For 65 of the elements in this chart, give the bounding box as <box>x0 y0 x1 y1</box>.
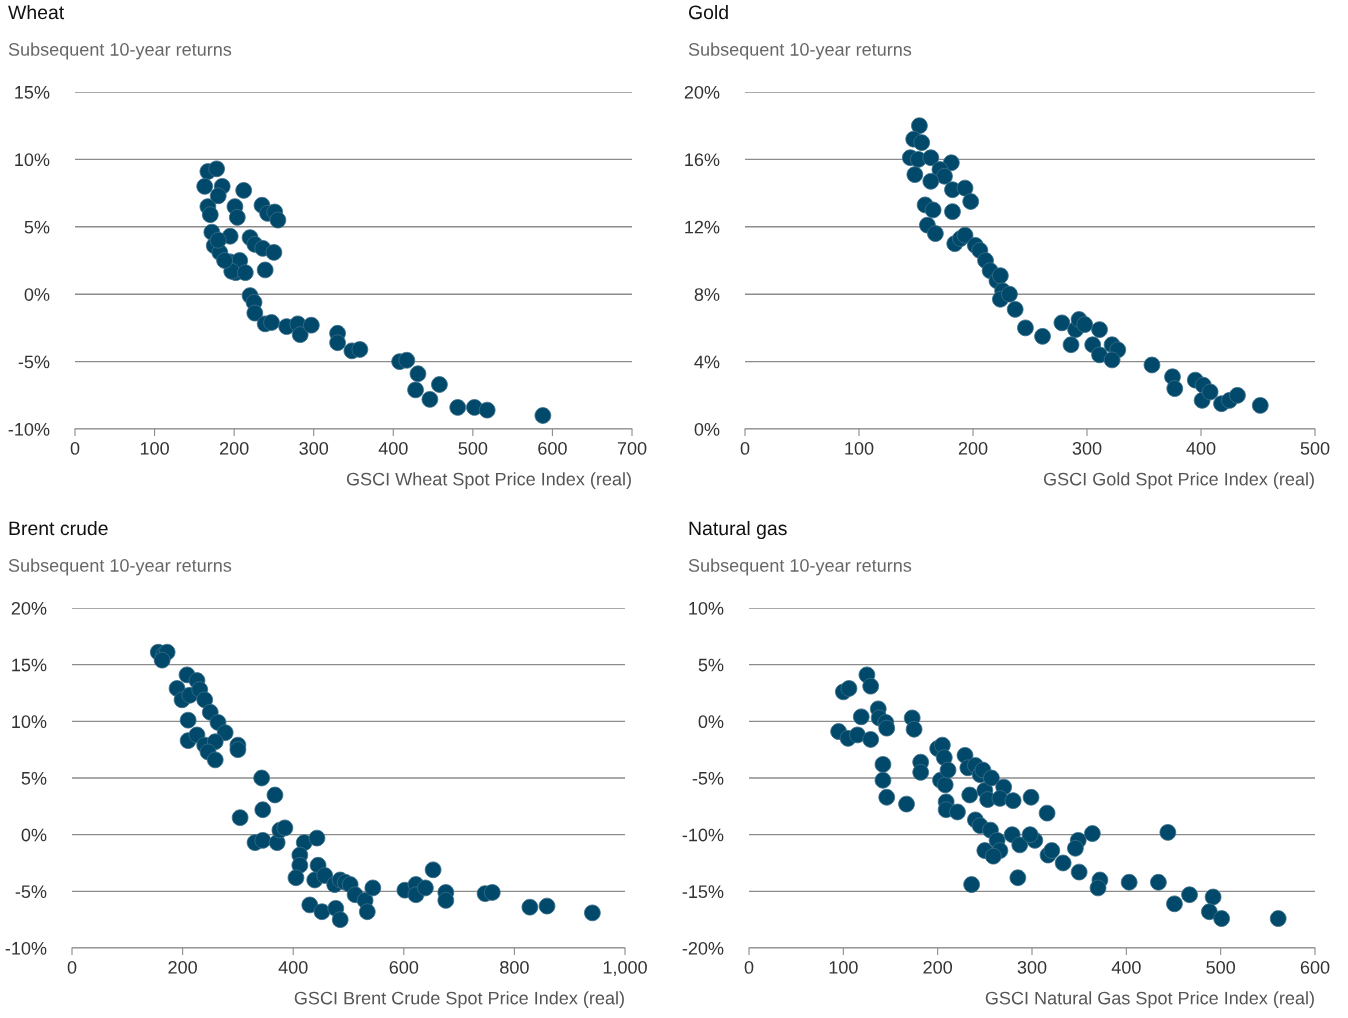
x-tick-label: 200 <box>219 441 249 455</box>
x-tick-label: 600 <box>1300 960 1330 974</box>
x-axis-title: GSCI Wheat Spot Price Index (real) <box>346 472 631 490</box>
x-tick-label: 800 <box>500 960 529 974</box>
x-tick-label: 100 <box>829 960 858 974</box>
chart-title: Natural gas <box>689 520 787 540</box>
x-tick-label: 500 <box>1206 960 1236 974</box>
y-tick-label: 0% <box>698 715 724 729</box>
chart-subtitle: Subsequent 10-year returns <box>8 558 232 576</box>
x-tick-label: 300 <box>299 441 329 455</box>
chart-title: Wheat <box>8 4 65 20</box>
y-tick-label: 0% <box>694 422 720 436</box>
x-tick-label: 500 <box>458 441 488 455</box>
y-tick-label: -5% <box>18 355 50 369</box>
y-tick-label: 5% <box>21 772 47 785</box>
chart-title: Brent crude <box>9 520 108 536</box>
y-tick-label: 10% <box>12 715 47 729</box>
y-tick-label: 0% <box>21 828 47 842</box>
x-tick-label: 0 <box>70 441 80 455</box>
x-tick-label: 0 <box>744 960 754 974</box>
chart-subtitle: Subsequent 10-year returns <box>688 558 912 576</box>
y-tick-label: 8% <box>694 288 720 301</box>
x-axis-title: GSCI Gold Spot Price Index (real) <box>1043 472 1314 490</box>
y-tick-label: -10% <box>5 941 47 955</box>
x-tick-label: 600 <box>538 441 567 455</box>
x-axis-title: GSCI Brent Crude Spot Price Index (real) <box>294 991 624 1009</box>
x-tick-label: 700 <box>617 441 647 455</box>
x-tick-label: 100 <box>140 441 169 455</box>
y-tick-label: 5% <box>698 658 724 672</box>
y-tick-label: 15% <box>12 658 47 672</box>
chart-title: Gold <box>688 4 728 20</box>
y-tick-label: -5% <box>15 885 47 899</box>
y-tick-label: -15% <box>682 885 724 899</box>
x-tick-label: 400 <box>1186 441 1216 455</box>
x-tick-label: 300 <box>1072 441 1102 455</box>
y-tick-label: 0% <box>24 288 50 301</box>
x-tick-label: 300 <box>1017 960 1047 974</box>
y-tick-label: 5% <box>24 220 50 234</box>
x-tick-label: 500 <box>1300 441 1330 455</box>
y-tick-label: -20% <box>682 941 724 955</box>
x-axis-title: GSCI Natural Gas Spot Price Index (real) <box>985 991 1314 1009</box>
x-tick-label: 400 <box>278 960 308 974</box>
x-tick-label: 400 <box>1111 960 1141 974</box>
x-tick-label: 600 <box>389 960 419 974</box>
y-tick-label: 20% <box>684 85 720 99</box>
y-tick-label: 16% <box>685 153 720 167</box>
y-tick-label: -10% <box>8 422 50 436</box>
x-tick-label: 1,000 <box>603 960 647 976</box>
x-tick-label: 400 <box>378 441 408 455</box>
x-tick-label: 0 <box>67 960 77 974</box>
y-tick-label: -10% <box>682 828 724 842</box>
y-tick-label: 10% <box>689 601 724 615</box>
chart-subtitle: Subsequent 10-year returns <box>8 42 232 60</box>
y-tick-label: 15% <box>15 86 50 99</box>
x-tick-label: 0 <box>740 441 750 455</box>
y-tick-label: 12% <box>685 220 720 234</box>
x-tick-label: 200 <box>958 441 988 455</box>
chart-subtitle: Subsequent 10-year returns <box>688 42 912 60</box>
y-tick-label: -5% <box>692 772 724 785</box>
x-tick-label: 200 <box>923 960 953 974</box>
x-tick-label: 200 <box>168 960 197 974</box>
y-tick-label: 4% <box>694 355 720 369</box>
x-tick-label: 100 <box>845 441 874 455</box>
y-tick-label: 10% <box>15 153 50 167</box>
y-tick-label: 20% <box>11 601 47 615</box>
